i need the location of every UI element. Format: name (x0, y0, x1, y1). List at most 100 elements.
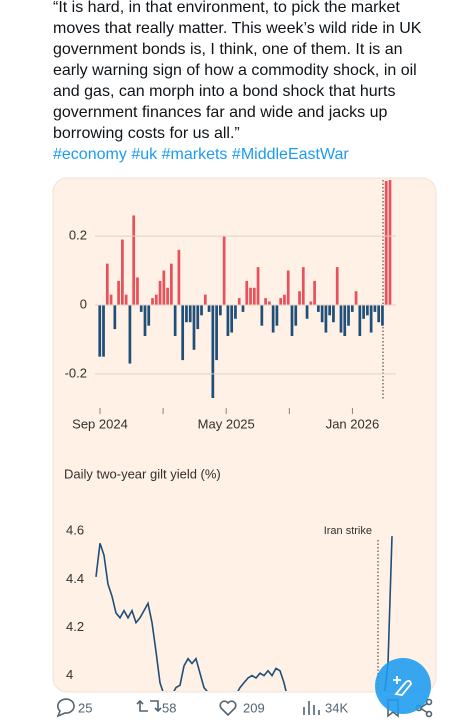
y-tick-label: 4 (66, 667, 73, 682)
bar (203, 294, 207, 305)
line-plot (95, 536, 393, 691)
bar (170, 263, 173, 305)
x-tick-label: Jan 2026 (326, 416, 380, 431)
hashtag[interactable]: #economy (53, 146, 127, 163)
bar (384, 181, 388, 305)
bar (313, 280, 316, 305)
bar (143, 305, 147, 336)
bar (298, 291, 301, 305)
tweet-line: government bonds is, I think, one of the… (53, 41, 403, 58)
bar (324, 305, 328, 333)
like-icon[interactable] (219, 700, 237, 717)
bar (192, 305, 196, 350)
bar (147, 305, 151, 326)
bar (260, 305, 264, 326)
bar (230, 305, 234, 333)
image-card[interactable] (52, 177, 437, 693)
bar (181, 305, 185, 361)
bar (264, 298, 267, 305)
bar (373, 305, 377, 312)
tweet-line: borrowing costs for us all.” (53, 125, 240, 142)
hashtag[interactable]: #MiddleEastWar (232, 146, 349, 163)
bar (185, 305, 188, 323)
bar (200, 305, 203, 316)
bar (309, 301, 313, 305)
bar (151, 298, 154, 305)
bar (109, 294, 113, 305)
bar (188, 305, 192, 323)
bar (290, 305, 294, 336)
bar (219, 305, 222, 316)
bar (124, 294, 128, 305)
hashtag[interactable]: #markets (162, 146, 228, 163)
bar (121, 239, 124, 305)
bar (102, 305, 105, 357)
bar (215, 305, 218, 361)
bar (177, 249, 181, 305)
bar (166, 287, 169, 305)
bar (139, 305, 143, 312)
bar (222, 236, 226, 305)
bar (358, 305, 362, 336)
bar (154, 294, 158, 305)
bar (113, 305, 117, 330)
bar (196, 305, 200, 330)
bar (237, 298, 241, 305)
bar (252, 287, 256, 305)
bar (271, 305, 275, 333)
action-count[interactable]: 58 (162, 700, 176, 715)
bar (211, 305, 215, 398)
bar (245, 280, 249, 305)
action-count[interactable]: 25 (78, 700, 92, 715)
bar (241, 305, 245, 312)
bar (132, 215, 136, 305)
repost-icon[interactable] (136, 699, 162, 713)
bar (301, 267, 305, 305)
tweet-line: and gas, can morph into a bond shock tha… (53, 83, 395, 100)
bar (354, 291, 358, 305)
views-icon[interactable] (303, 701, 320, 715)
bar (162, 270, 166, 305)
bar (98, 305, 102, 357)
bar (339, 305, 343, 333)
bar (362, 305, 365, 319)
bar (369, 305, 373, 333)
compose-icon (393, 676, 412, 696)
action-count[interactable]: 34K (325, 700, 348, 715)
y-tick-label: 4.2 (66, 619, 84, 634)
bar (158, 280, 162, 305)
bar (286, 270, 290, 305)
y-tick-label: 4.4 (66, 571, 84, 586)
tweet-line: government finances far and wide and jac… (53, 104, 388, 121)
bar (283, 294, 286, 305)
bar (234, 305, 237, 319)
action-count[interactable]: 209 (243, 700, 265, 715)
tweet-line: early warning sign of how a commodity sh… (53, 62, 417, 79)
y-tick-label: 0 (80, 296, 87, 311)
bar (335, 267, 339, 305)
bar (279, 298, 283, 305)
tweet-line: “It is hard, in that environment, to pic… (53, 0, 400, 16)
x-tick-label: May 2025 (198, 416, 255, 431)
bar (128, 305, 132, 364)
bar (347, 305, 350, 326)
bar (117, 280, 120, 305)
reply-icon[interactable] (56, 698, 75, 718)
y-tick-label: -0.2 (65, 365, 87, 380)
bar (294, 305, 298, 326)
tweet-line: moves that really matter. This week’s wi… (53, 20, 422, 37)
y-tick-label: 0.2 (69, 228, 87, 243)
bar (366, 305, 369, 316)
bar (136, 277, 139, 305)
line (95, 536, 393, 691)
y-tick-label: 4.6 (66, 523, 84, 538)
bar (249, 287, 252, 305)
x-tick-label: Sep 2024 (72, 416, 128, 431)
bar (207, 305, 211, 312)
bar (388, 180, 392, 305)
bar (268, 301, 271, 305)
bar (105, 263, 109, 305)
chart-title: Daily two-year gilt yield (%) (64, 466, 221, 481)
hashtag[interactable]: #uk (131, 146, 158, 163)
